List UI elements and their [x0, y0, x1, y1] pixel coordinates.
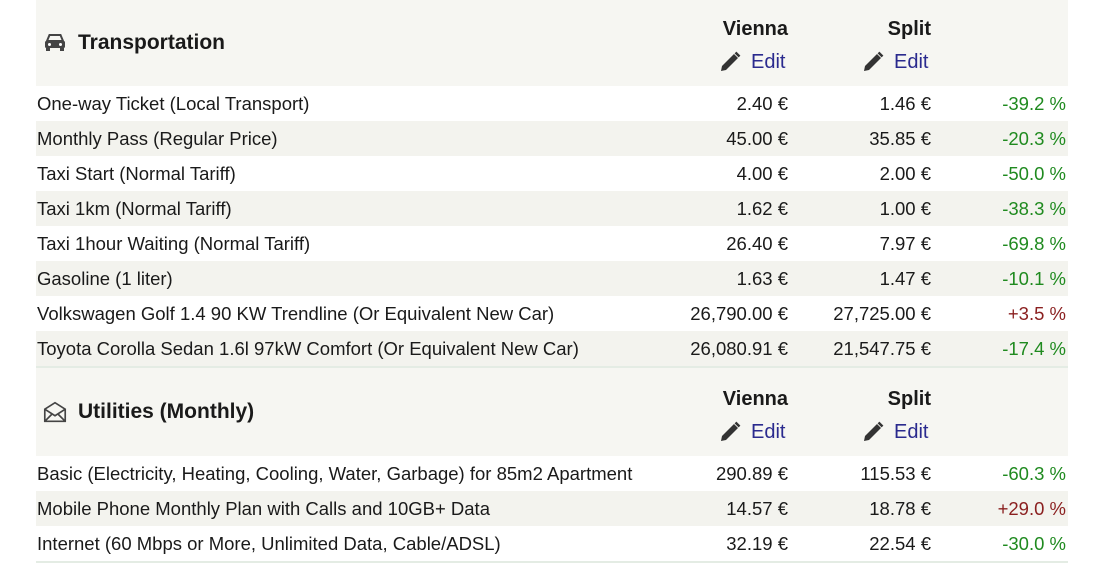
row-label: Basic (Electricity, Heating, Cooling, Wa…: [37, 462, 633, 484]
vienna-price: 45.00 €: [726, 127, 788, 149]
split-price: 2.00 €: [879, 162, 931, 184]
section-divider: [36, 561, 1068, 563]
table-row: One-way Ticket (Local Transport) 2.40 € …: [36, 86, 1068, 121]
split-price: 115.53 €: [860, 462, 931, 484]
table-row: Mobile Phone Monthly Plan with Calls and…: [36, 491, 1068, 526]
city-split-header: Split: [887, 18, 931, 40]
price-difference: +3.5 %: [1007, 302, 1066, 324]
table-row: Taxi Start (Normal Tariff) 4.00 € 2.00 €…: [36, 156, 1068, 191]
split-price: 22.54 €: [869, 532, 931, 554]
split-price: 18.78 €: [869, 497, 931, 519]
table-row: Taxi 1km (Normal Tariff) 1.62 € 1.00 € -…: [36, 191, 1068, 226]
table-row: Internet (60 Mbps or More, Unlimited Dat…: [36, 526, 1068, 561]
price-difference: -20.3 %: [1002, 127, 1066, 149]
row-label: One-way Ticket (Local Transport): [37, 92, 310, 114]
row-label: Taxi Start (Normal Tariff): [37, 162, 236, 184]
split-price: 21,547.75 €: [833, 337, 931, 359]
price-difference: -38.3 %: [1002, 197, 1066, 219]
table-row: Toyota Corolla Sedan 1.6l 97kW Comfort (…: [36, 331, 1068, 366]
cost-comparison-table: Transportation Vienna Split Edit: [36, 0, 1068, 563]
city-vienna-header: Vienna: [722, 388, 788, 410]
section-title-text: Transportation: [78, 31, 226, 54]
pencil-icon: [860, 49, 886, 75]
edit-split-button[interactable]: Edit: [860, 419, 928, 445]
section-header: Transportation Vienna Split Edit: [36, 0, 1068, 86]
section-title: Transportation: [42, 0, 225, 86]
vienna-price: 290.89 €: [715, 462, 788, 484]
price-difference: +29.0 %: [997, 497, 1066, 519]
split-price: 1.46 €: [879, 92, 931, 114]
table-row: Gasoline (1 liter) 1.63 € 1.47 € -10.1 %: [36, 261, 1068, 296]
pencil-icon: [860, 419, 886, 445]
city-vienna-header: Vienna: [722, 18, 788, 40]
section-title: Utilities (Monthly): [42, 368, 254, 456]
edit-label: Edit: [894, 50, 929, 73]
price-difference: -10.1 %: [1002, 267, 1066, 289]
price-difference: -30.0 %: [1002, 532, 1066, 554]
vienna-price: 4.00 €: [736, 162, 788, 184]
table-row: Taxi 1hour Waiting (Normal Tariff) 26.40…: [36, 226, 1068, 261]
edit-vienna-button[interactable]: Edit: [717, 419, 785, 445]
car-icon: [42, 30, 68, 56]
row-label: Taxi 1km (Normal Tariff): [37, 197, 232, 219]
vienna-price: 2.40 €: [736, 92, 788, 114]
edit-label: Edit: [751, 50, 786, 73]
vienna-price: 1.63 €: [736, 267, 788, 289]
section-title-text: Utilities (Monthly): [78, 400, 255, 423]
price-difference: -39.2 %: [1002, 92, 1066, 114]
pencil-icon: [717, 49, 743, 75]
vienna-price: 26,080.91 €: [690, 337, 788, 359]
table-row: Volkswagen Golf 1.4 90 KW Trendline (Or …: [36, 296, 1068, 331]
vienna-price: 14.57 €: [726, 497, 788, 519]
price-difference: -50.0 %: [1002, 162, 1066, 184]
price-difference: -17.4 %: [1002, 337, 1066, 359]
row-label: Monthly Pass (Regular Price): [37, 127, 278, 149]
envelope-icon: [42, 399, 68, 425]
split-price: 7.97 €: [879, 232, 931, 254]
row-label: Taxi 1hour Waiting (Normal Tariff): [37, 232, 311, 254]
edit-vienna-button[interactable]: Edit: [717, 49, 785, 75]
vienna-price: 1.62 €: [736, 197, 788, 219]
split-price: 1.00 €: [879, 197, 931, 219]
city-split-header: Split: [887, 388, 931, 410]
edit-split-button[interactable]: Edit: [860, 49, 928, 75]
split-price: 27,725.00 €: [833, 302, 931, 324]
pencil-icon: [717, 419, 743, 445]
edit-label: Edit: [751, 420, 786, 443]
split-price: 35.85 €: [869, 127, 931, 149]
table-row: Monthly Pass (Regular Price) 45.00 € 35.…: [36, 121, 1068, 156]
row-label: Toyota Corolla Sedan 1.6l 97kW Comfort (…: [37, 337, 579, 359]
section-utilities: Utilities (Monthly) Vienna Split Edit: [36, 368, 1068, 563]
row-label: Volkswagen Golf 1.4 90 KW Trendline (Or …: [37, 302, 555, 324]
split-price: 1.47 €: [879, 267, 931, 289]
price-difference: -60.3 %: [1002, 462, 1066, 484]
section-divider: [36, 366, 1068, 368]
row-label: Mobile Phone Monthly Plan with Calls and…: [37, 497, 490, 519]
section-transportation: Transportation Vienna Split Edit: [36, 0, 1068, 368]
vienna-price: 26.40 €: [726, 232, 788, 254]
row-label: Gasoline (1 liter): [37, 267, 173, 289]
vienna-price: 26,790.00 €: [690, 302, 788, 324]
row-label: Internet (60 Mbps or More, Unlimited Dat…: [37, 532, 501, 554]
section-header: Utilities (Monthly) Vienna Split Edit: [36, 368, 1068, 456]
price-difference: -69.8 %: [1002, 232, 1066, 254]
edit-label: Edit: [894, 420, 929, 443]
table-row: Basic (Electricity, Heating, Cooling, Wa…: [36, 456, 1068, 491]
vienna-price: 32.19 €: [726, 532, 788, 554]
